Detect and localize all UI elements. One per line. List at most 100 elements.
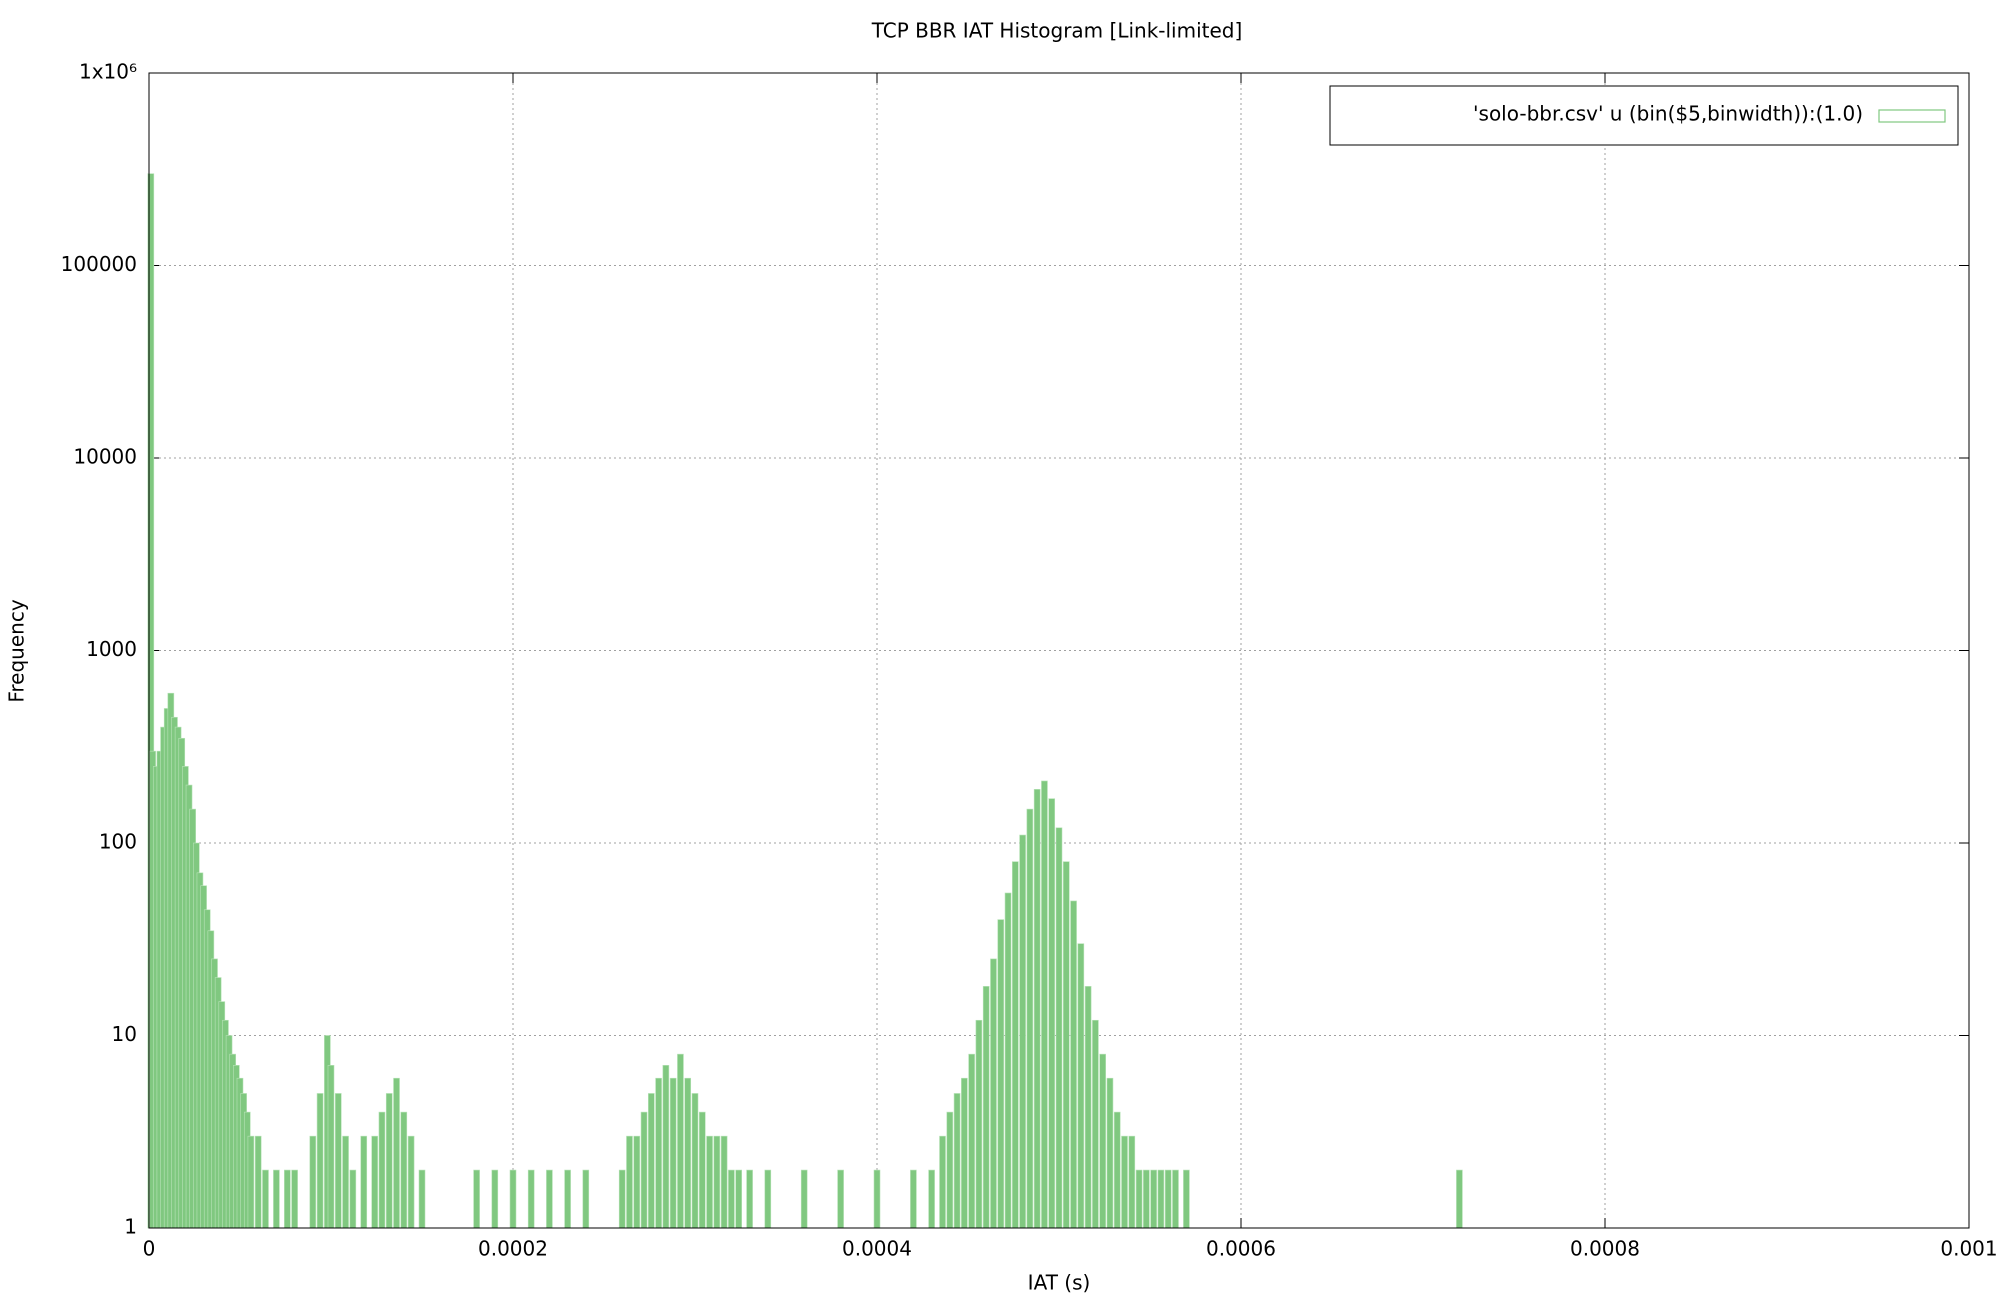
bar [706,1135,713,1229]
bar [746,1169,753,1229]
x-tick-label: 0.001 [1940,1237,1997,1261]
bar [1077,943,1085,1229]
bar [975,1019,983,1229]
y-tick-label: 100000 [61,252,137,276]
bar [1456,1169,1463,1229]
bar [640,1111,648,1229]
bar [509,1169,517,1229]
x-axis-label: IAT (s) [1028,1271,1091,1295]
bar [1172,1169,1179,1229]
bar [1143,1169,1150,1229]
bar [1033,789,1041,1229]
bar [735,1169,742,1229]
x-tick-label: 0.0002 [478,1237,548,1261]
bar [873,1169,881,1229]
bar [982,986,990,1229]
bar [1128,1135,1136,1229]
y-tick-label: 1 [124,1215,137,1239]
x-tick-label: 0.0008 [1570,1237,1640,1261]
chart-title: TCP BBR IAT Histogram [Link-limited] [871,19,1243,43]
y-tick-label: 10000 [73,445,137,469]
plot-border [148,72,1970,1229]
bar [1099,1053,1106,1229]
bar [1121,1135,1128,1229]
bar [633,1135,641,1229]
bar [837,1169,844,1229]
bar [262,1169,269,1229]
bar [349,1169,357,1229]
bar [728,1169,735,1229]
bar [1084,986,1092,1229]
bar [691,1093,699,1229]
bar [1106,1077,1114,1229]
bar [1004,892,1012,1229]
bar [662,1065,670,1229]
bar [564,1169,571,1229]
bar [953,1093,961,1229]
x-tick-label: 0.0006 [1206,1237,1276,1261]
bar [393,1077,400,1229]
bar [254,1135,262,1229]
bar [626,1135,633,1229]
bar [1150,1169,1157,1229]
bar [1041,780,1048,1229]
bar [961,1077,968,1229]
bar [946,1111,954,1229]
y-tick-label: 1x10⁶ [79,60,137,84]
bar [582,1169,590,1229]
bar [939,1135,946,1229]
bar [1157,1169,1165,1229]
bar [720,1135,728,1229]
y-tick-label: 10 [112,1022,137,1046]
bar [491,1169,499,1229]
bar [407,1135,415,1229]
bar [764,1169,772,1229]
bar [378,1111,386,1229]
legend-box [1329,85,1959,146]
bar [291,1169,298,1229]
y-tick-label: 1000 [86,637,137,661]
bar [1012,861,1019,1229]
bar [284,1169,291,1229]
bar [247,1135,255,1229]
bar [684,1077,692,1229]
bar [1026,808,1034,1229]
x-tick-label: 0 [143,1237,156,1261]
bar [968,1053,975,1229]
bar [910,1169,917,1229]
bar [371,1135,378,1229]
bar [698,1111,706,1229]
y-axis-label: Frequency [5,599,29,702]
bar [1183,1169,1190,1229]
legend-swatch [1878,109,1946,123]
bar [648,1093,655,1229]
bar [1019,834,1026,1229]
bar [342,1135,349,1229]
bar [527,1169,535,1229]
bar [418,1169,426,1229]
legend-label: 'solo-bbr.csv' u (bin($5,binwidth)):(1.0… [1473,102,1863,126]
bar [1048,798,1056,1229]
bar [1164,1169,1172,1229]
bar [800,1169,808,1229]
bar [713,1135,721,1229]
bar [334,1093,342,1229]
bar [618,1169,626,1229]
bar [1092,1019,1099,1229]
bar [385,1093,393,1229]
x-tick-label: 0.0004 [842,1237,912,1261]
bar [327,1065,335,1229]
bar [669,1077,677,1229]
bar [473,1169,480,1229]
bar [997,919,1005,1229]
bar [360,1135,368,1229]
bar [316,1093,324,1229]
bar [1062,861,1070,1229]
y-tick-label: 100 [99,830,137,854]
bar [273,1169,280,1229]
bar [990,958,997,1229]
bar [1070,900,1077,1229]
bar [1113,1111,1121,1229]
bar [677,1053,684,1229]
